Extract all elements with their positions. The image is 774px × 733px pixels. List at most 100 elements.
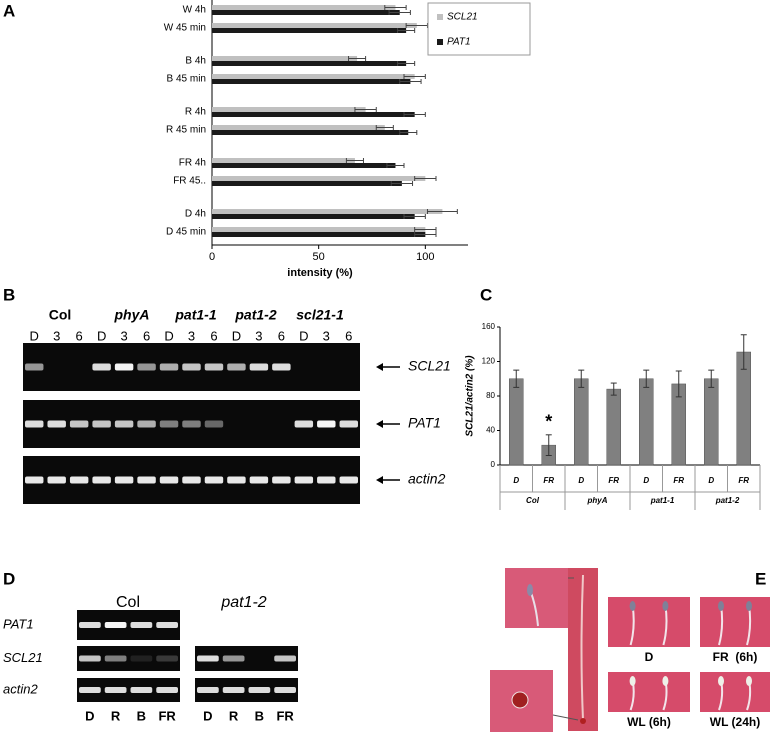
error-bar [386,163,405,168]
lane-label: 6 [278,328,285,343]
gel-band [92,476,111,484]
bar [212,56,358,61]
panel-letter: A [3,1,15,20]
lane-label: D [232,328,241,343]
error-bar [675,370,682,398]
lane-label: 6 [143,328,150,343]
gel-band [69,420,89,428]
y-tick-label: 80 [486,391,495,400]
lane-label: D [164,328,173,343]
panel-letter: B [3,285,15,304]
gel-band [104,687,127,693]
bar [212,163,396,168]
gel-band [25,420,44,428]
error-bar [578,369,585,388]
bar [212,227,426,232]
photo-label: WL (24h) [710,715,760,729]
bar [704,378,719,466]
seed [511,691,529,709]
bar [212,5,396,10]
lane-label: D [299,328,308,343]
lane-label: 6 [345,328,352,343]
photo [608,672,690,712]
gene-label: PAT1 [408,415,441,431]
gel-band [272,476,291,484]
bar [212,28,407,33]
panel-letter: D [3,569,15,588]
error-bar [399,79,422,84]
gel-band [182,476,201,484]
strain-label: pat1-2 [220,594,266,611]
gel-band [182,363,201,371]
x-axis-label: intensity (%) [287,267,353,279]
error-bar [708,369,715,388]
category-label: B 4h [185,56,206,67]
bar [212,176,426,181]
gel-band [227,363,246,371]
gel-band [156,655,178,662]
x-tick-label: 0 [209,251,215,263]
panel-letter: C [480,285,492,304]
gel-band [197,655,219,662]
lane-label: 3 [323,328,330,343]
gel-band [47,420,66,428]
bar [212,130,409,135]
gel-band [130,622,153,628]
cotyledon [662,676,669,686]
error-bar [610,382,617,396]
gel-band [204,476,224,484]
bar [639,378,654,466]
gel-band [204,420,224,428]
category-label: D [708,476,714,485]
gel-band [339,476,358,484]
bar [574,378,589,466]
error-bar [403,112,426,117]
error-bar [375,125,394,130]
legend-label: PAT1 [447,37,471,48]
cotyledon [629,601,636,611]
lane-label: R [111,708,121,723]
category-label: FR 45.. [173,176,206,187]
gene-label: actin2 [408,471,446,487]
y-axis-label: SCL21/actin2 (%) [465,355,476,437]
lane-label: 3 [188,328,195,343]
gel-band [47,476,66,484]
error-bar [513,369,520,388]
lane-label: 3 [53,328,60,343]
error-bar [354,107,377,112]
legend-label: SCL21 [447,12,478,23]
gene-label: PAT1 [3,616,34,631]
group-label: pat1-2 [715,496,740,505]
category-label: FR [608,476,619,485]
category-label: D 4h [185,209,206,220]
x-tick-label: 100 [416,251,434,263]
gel-band [274,687,296,693]
bar [212,74,415,79]
gel-band [92,363,111,371]
annotation: * [545,412,552,432]
cotyledon [746,601,752,611]
gel-band [104,622,127,628]
bar [212,181,402,186]
category-label: FR [673,476,684,485]
y-tick-label: 0 [491,460,496,469]
gel-band [114,476,134,484]
category-label: D [578,476,584,485]
error-bar [414,227,437,232]
panel-letter: E [755,569,766,588]
lane-label: 6 [210,328,217,343]
gel-band [317,476,336,484]
category-label: B 45 min [167,74,206,85]
gel-band [130,655,153,662]
gel-band [249,476,269,484]
gene-label: actin2 [3,681,38,696]
error-bar [643,369,650,388]
lane-label: D [85,708,94,723]
gel-band [272,363,291,371]
gel-band [137,420,156,428]
bar [212,79,411,84]
gel-band [25,363,44,371]
gel-band [294,476,314,484]
gel-band [130,687,153,693]
arrow-head [376,420,383,428]
